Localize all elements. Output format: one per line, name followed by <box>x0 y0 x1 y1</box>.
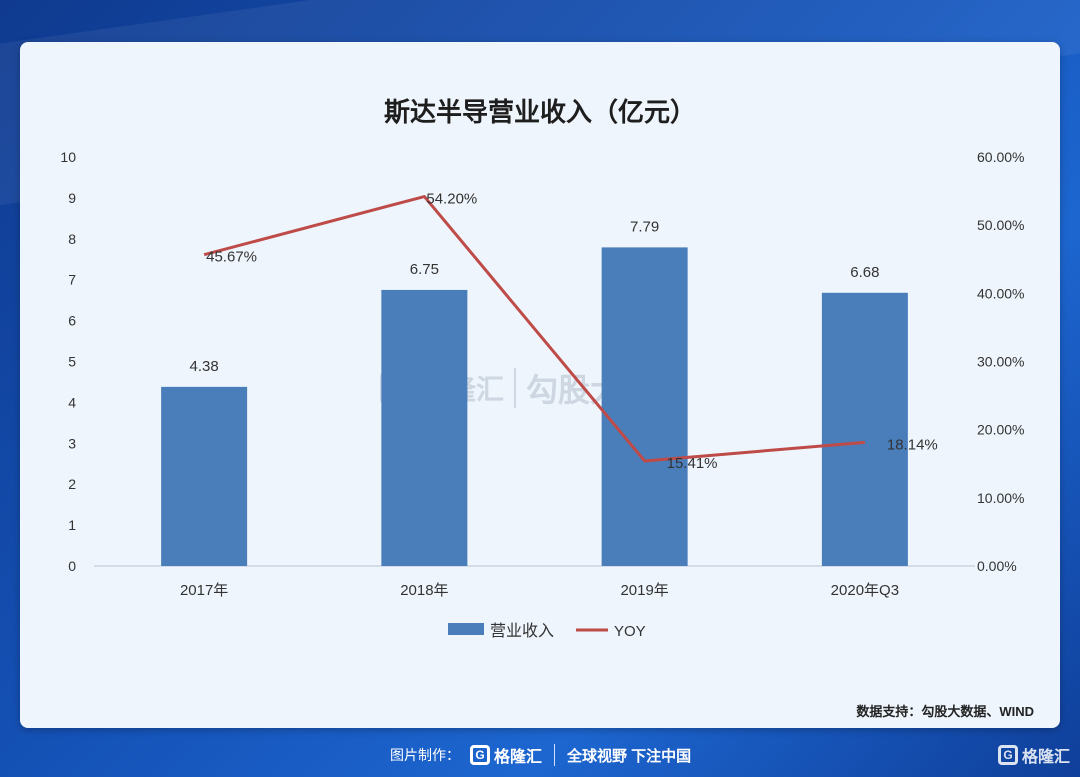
y-left-tick-label: 0 <box>68 558 76 574</box>
y-left-tick-label: 4 <box>68 394 76 410</box>
y-left-tick-label: 7 <box>68 272 76 288</box>
footer: 图片制作： G 格隆汇 全球视野 下注中国 G 格隆汇 <box>0 735 1080 777</box>
y-left-tick-label: 5 <box>68 354 76 370</box>
x-tick-label: 2018年 <box>400 582 448 599</box>
y-left-tick-label: 6 <box>68 313 76 329</box>
footer-corner-brand: 格隆汇 <box>1021 749 1070 766</box>
y-left-tick-label: 1 <box>68 517 76 533</box>
line-data-label: 15.41% <box>667 455 718 472</box>
bar-revenue <box>821 292 908 566</box>
watermark-divider <box>514 368 517 408</box>
source-note: 数据支持：勾股大数据、WIND <box>856 704 1034 719</box>
chart-svg: 0 1 2 3 4 5 6 7 8 9 10 0.00% 10.00% 20.00% 30.00% 40.00… <box>60 149 1024 640</box>
bar-revenue <box>381 289 468 566</box>
bar-revenue <box>601 247 688 566</box>
bar-data-label: 6.68 <box>850 264 879 281</box>
bar-revenue <box>161 386 248 566</box>
footer-credit: 图片制作： G 格隆汇 全球视野 下注中国 <box>390 741 691 769</box>
line-data-label: 18.14% <box>887 436 938 453</box>
footer-brand: 格隆汇 <box>494 749 543 766</box>
chart-title: 斯达半导营业收入（亿元） <box>383 98 696 128</box>
chart-card: 斯达半导营业收入（亿元） G 格隆汇 勾股大数据 0123456789100.0… <box>20 42 1060 728</box>
line-yoy <box>203 195 866 463</box>
footer-made-by-label: 图片制作： <box>390 747 460 763</box>
y-left-tick-label: 9 <box>68 190 76 206</box>
legend-label-revenue: 营业收入 <box>490 622 554 640</box>
bar-data-label: 7.79 <box>630 218 659 235</box>
y-left-tick-label: 8 <box>68 231 76 247</box>
bar-data-label: 4.38 <box>190 358 219 375</box>
x-tick-label: 2019年 <box>620 582 668 599</box>
y-right-tick-label: 20.00% <box>977 422 1024 438</box>
x-tick-label: 2017年 <box>180 582 228 599</box>
y-right-tick-label: 60.00% <box>977 149 1024 165</box>
footer-logo-icon: G <box>470 745 490 765</box>
x-tick-label: 2020年Q3 <box>831 582 899 599</box>
legend-swatch-revenue <box>448 623 484 635</box>
y-left-tick-label: 2 <box>68 476 76 492</box>
footer-slogan: 全球视野 下注中国 <box>567 747 692 765</box>
line-data-label: 45.67% <box>206 249 257 266</box>
y-right-tick-label: 10.00% <box>977 490 1024 506</box>
bar-data-label: 6.75 <box>410 261 439 278</box>
footer-divider <box>554 744 556 766</box>
line-data-label: 54.20% <box>426 191 477 208</box>
y-right-tick-label: 0.00% <box>977 558 1017 574</box>
y-right-tick-label: 40.00% <box>977 285 1024 301</box>
legend-label-yoy: YOY <box>614 623 646 640</box>
y-right-tick-label: 50.00% <box>977 217 1024 233</box>
footer-corner-logo-icon: G <box>997 745 1018 765</box>
y-left-tick-label: 3 <box>68 435 76 451</box>
y-left-tick-label: 10 <box>60 149 76 165</box>
y-right-tick-label: 30.00% <box>977 354 1024 370</box>
footer-corner-logo: G 格隆汇 <box>997 743 1070 767</box>
